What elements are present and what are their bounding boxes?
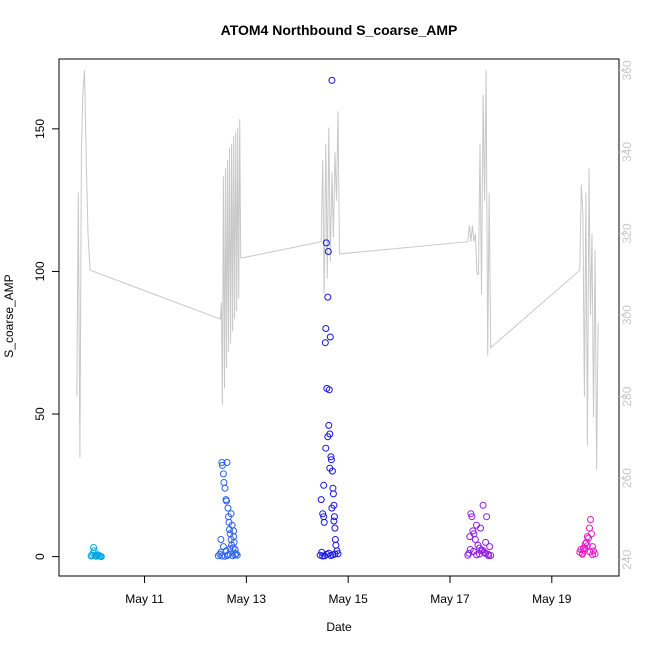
data-point-day4-4 — [468, 513, 476, 521]
data-point-day2-5 — [219, 470, 227, 478]
data-point-day5-5 — [581, 540, 589, 548]
data-point-day3-34 — [331, 550, 339, 558]
y-axis-label: S_coarse_AMP — [2, 274, 16, 357]
data-point-day4-26 — [485, 552, 493, 560]
chart-title: ATOM4 Northbound S_coarse_AMP — [221, 22, 458, 38]
x-tick-label-2: May 15 — [328, 592, 368, 606]
y-tick-label-1: 50 — [33, 407, 47, 421]
data-point-day4-18 — [486, 543, 494, 551]
x-tick-label-1: May 13 — [227, 592, 267, 606]
y2-tick-label-4: 320 — [620, 223, 634, 243]
data-point-day2-11 — [224, 504, 232, 512]
data-point-day1-11 — [97, 553, 105, 561]
data-point-day3-40 — [328, 504, 336, 512]
data-point-day5-11 — [588, 530, 595, 538]
data-point-day3-17 — [328, 76, 336, 84]
y-tick-label-0: 0 — [33, 553, 47, 560]
plot-frame — [58, 58, 620, 577]
data-point-day3-15 — [327, 453, 335, 461]
data-point-day4-22 — [473, 551, 480, 559]
data-point-day4-7 — [471, 536, 479, 543]
data-point-day3-20 — [329, 490, 337, 498]
data-point-day3-37 — [322, 444, 330, 452]
data-point-day2-29 — [227, 510, 235, 518]
data-point-day4-16 — [483, 513, 491, 521]
secondary-line-layer — [76, 70, 599, 471]
data-point-day2-34 — [226, 545, 234, 553]
data-point-day2-2 — [217, 536, 225, 543]
data-point-day2-25 — [217, 548, 225, 556]
data-point-day3-9 — [324, 293, 332, 301]
data-point-day3-23 — [331, 524, 339, 532]
data-point-day2-7 — [221, 484, 229, 492]
data-point-day2-23 — [232, 550, 240, 558]
data-point-day3-7 — [322, 239, 330, 247]
y2-tick-label-2: 280 — [620, 386, 634, 406]
data-point-day5-9 — [586, 524, 593, 532]
points-layer — [87, 76, 599, 561]
data-point-day2-36 — [231, 551, 239, 559]
data-point-day2-6 — [220, 479, 228, 486]
y2-tick-label-6: 360 — [620, 60, 634, 80]
axes-layer: May 11 May 13 May 15 May 17 May 19 0 50 100 150 2… — [33, 60, 634, 606]
data-point-day3-27 — [334, 550, 342, 558]
data-point-day3-35 — [318, 548, 326, 556]
data-point-day2-30 — [230, 533, 238, 541]
y2-tick-label-3: 300 — [620, 305, 634, 325]
data-point-day2-33 — [224, 552, 231, 559]
data-point-day3-36 — [320, 481, 328, 489]
data-point-day3-1 — [317, 496, 325, 504]
x-tick-label-3: May 17 — [430, 592, 470, 606]
data-point-day3-24 — [331, 536, 339, 543]
x-tick-label-4: May 19 — [532, 592, 572, 606]
data-point-day3-25 — [332, 541, 340, 549]
y2-tick-label-5: 340 — [620, 142, 634, 162]
data-point-day3-11 — [325, 421, 333, 429]
data-point-day5-10 — [587, 516, 594, 523]
data-point-day3-5 — [321, 339, 329, 347]
data-point-day3-6 — [322, 325, 330, 332]
data-point-day3-10 — [324, 248, 332, 255]
data-point-day1-3 — [90, 544, 98, 551]
data-point-day3-4 — [320, 518, 328, 526]
data-point-day3-2 — [319, 510, 327, 518]
y2-tick-label-1: 260 — [620, 468, 634, 488]
x-axis-label: Date — [326, 620, 352, 634]
data-point-day3-19 — [329, 484, 337, 492]
data-point-day3-22 — [330, 513, 338, 521]
y-tick-label-3: 150 — [33, 119, 47, 139]
data-point-day4-13 — [479, 501, 487, 509]
data-point-day5-19 — [589, 551, 596, 559]
data-point-day2-10 — [223, 459, 231, 466]
data-point-day3-16 — [327, 456, 335, 464]
data-point-day3-12 — [325, 386, 333, 394]
data-point-day4-3 — [467, 510, 475, 518]
data-point-day4-5 — [469, 527, 477, 535]
data-point-day5-17 — [583, 542, 591, 550]
data-point-day4-11 — [477, 524, 484, 532]
data-point-day4-15 — [482, 538, 490, 546]
data-point-day3-14 — [326, 333, 334, 341]
data-point-day2-9 — [223, 497, 230, 505]
y-tick-label-2: 100 — [33, 261, 47, 281]
y2-tick-label-0: 240 — [620, 549, 634, 569]
x-tick-label-0: May 11 — [125, 592, 164, 606]
data-point-day3-39 — [326, 464, 334, 472]
data-point-day2-3 — [218, 459, 226, 466]
data-point-day3-41 — [330, 517, 338, 525]
data-point-day4-1 — [465, 549, 473, 557]
secondary-series-line — [76, 70, 599, 471]
data-point-day3-38 — [324, 433, 332, 441]
